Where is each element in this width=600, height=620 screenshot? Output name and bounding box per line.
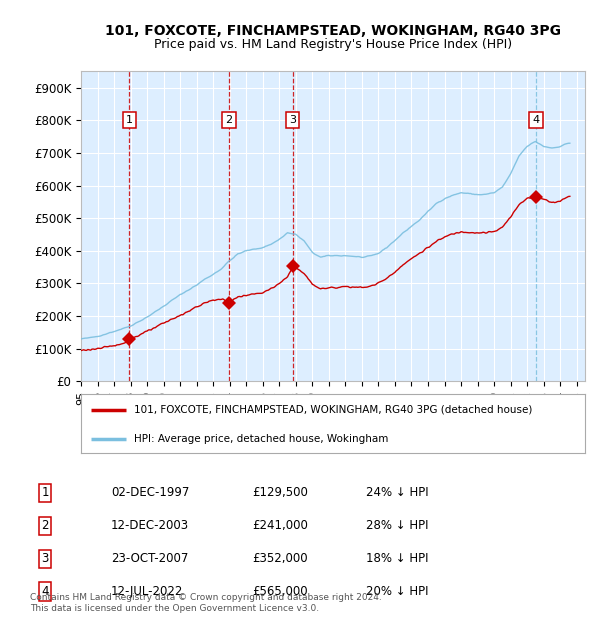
Text: 24% ↓ HPI: 24% ↓ HPI xyxy=(366,487,428,499)
Text: 02-DEC-1997: 02-DEC-1997 xyxy=(111,487,190,499)
Text: 3: 3 xyxy=(289,115,296,125)
Text: HPI: Average price, detached house, Wokingham: HPI: Average price, detached house, Woki… xyxy=(134,434,388,444)
Text: 1: 1 xyxy=(41,487,49,499)
Text: 101, FOXCOTE, FINCHAMPSTEAD, WOKINGHAM, RG40 3PG (detached house): 101, FOXCOTE, FINCHAMPSTEAD, WOKINGHAM, … xyxy=(134,405,532,415)
Text: £241,000: £241,000 xyxy=(252,520,308,532)
Text: 12-DEC-2003: 12-DEC-2003 xyxy=(111,520,189,532)
Text: 18% ↓ HPI: 18% ↓ HPI xyxy=(366,552,428,565)
Text: 2: 2 xyxy=(41,520,49,532)
Text: 23-OCT-2007: 23-OCT-2007 xyxy=(111,552,188,565)
Text: 1: 1 xyxy=(126,115,133,125)
Text: 20% ↓ HPI: 20% ↓ HPI xyxy=(366,585,428,598)
Text: £129,500: £129,500 xyxy=(252,487,308,499)
Text: 4: 4 xyxy=(41,585,49,598)
Text: £352,000: £352,000 xyxy=(252,552,308,565)
Text: Contains HM Land Registry data © Crown copyright and database right 2024.
This d: Contains HM Land Registry data © Crown c… xyxy=(30,593,382,613)
Text: 2: 2 xyxy=(226,115,232,125)
Text: 3: 3 xyxy=(41,552,49,565)
Text: 12-JUL-2022: 12-JUL-2022 xyxy=(111,585,184,598)
Text: £565,000: £565,000 xyxy=(252,585,308,598)
Text: 101, FOXCOTE, FINCHAMPSTEAD, WOKINGHAM, RG40 3PG: 101, FOXCOTE, FINCHAMPSTEAD, WOKINGHAM, … xyxy=(105,24,561,38)
Text: Price paid vs. HM Land Registry's House Price Index (HPI): Price paid vs. HM Land Registry's House … xyxy=(154,38,512,51)
Text: 4: 4 xyxy=(533,115,539,125)
Text: 28% ↓ HPI: 28% ↓ HPI xyxy=(366,520,428,532)
